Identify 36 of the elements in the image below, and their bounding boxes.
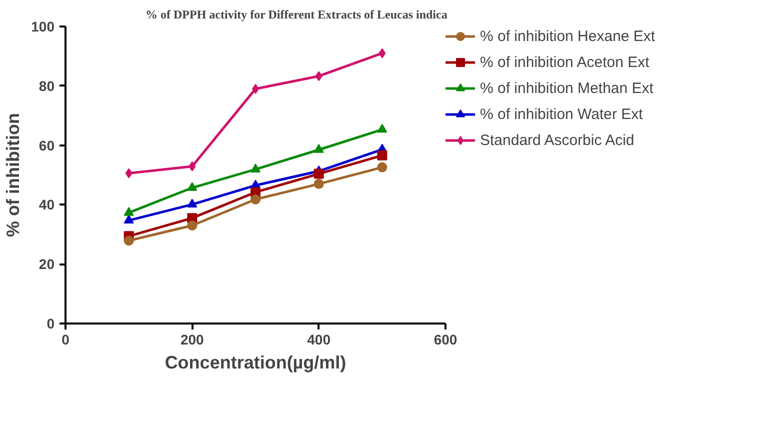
y-tick-label: 60: [38, 137, 55, 154]
point: [378, 48, 386, 58]
y-axis-title: % of inhibition: [3, 113, 24, 237]
legend-label: Standard Ascorbic Acid: [480, 132, 634, 148]
point: [124, 207, 134, 216]
legend-label: % of inhibition Methan Ext: [480, 80, 654, 96]
y-tick-label: 20: [38, 256, 55, 272]
legend-label: % of inhibition Water Ext: [480, 106, 643, 122]
point: [377, 162, 388, 172]
point: [188, 161, 196, 172]
point: [187, 220, 198, 230]
point: [124, 236, 134, 246]
point: [314, 144, 324, 153]
y-tick-label: 40: [38, 196, 55, 213]
point: [314, 178, 324, 189]
point: [314, 168, 324, 179]
y-tick-label: 80: [38, 78, 55, 94]
point: [250, 164, 260, 172]
y-tick-label: 100: [31, 18, 55, 34]
point: [187, 182, 198, 191]
point: [377, 150, 388, 160]
point: [124, 214, 134, 224]
point: [125, 168, 132, 178]
point: [377, 124, 388, 133]
y-tick-label: 0: [46, 316, 55, 332]
x-tick-label: 600: [434, 332, 458, 348]
chart-title: % of DPPH activity for Different Extracts of Leucas indica: [146, 8, 448, 22]
x-tick-label: 0: [62, 332, 70, 348]
x-axis-title: Concentration(µg/ml): [164, 352, 346, 372]
x-tick-label: 400: [307, 332, 331, 348]
point: [315, 71, 322, 82]
legend-label: % of inhibition Hexane Ext: [480, 28, 656, 44]
point: [250, 194, 260, 204]
point: [187, 198, 198, 208]
x-tick-label: 200: [180, 332, 204, 348]
legend-label: % of inhibition Aceton Ext: [480, 54, 650, 70]
